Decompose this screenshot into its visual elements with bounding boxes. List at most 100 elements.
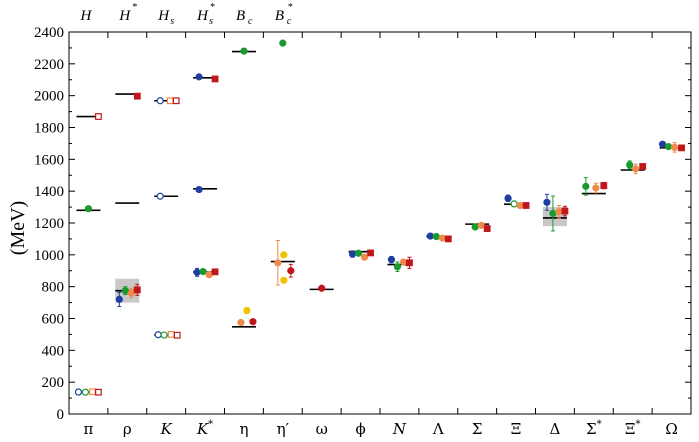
data-point-circle: [280, 276, 288, 284]
data-point-circle: [626, 161, 634, 169]
data-point-circle: [156, 97, 164, 105]
y-axis-label: (MeV): [7, 201, 29, 255]
x-category-label: η′: [277, 420, 290, 438]
x-category-label: ρ: [123, 420, 132, 438]
data-point-square: [95, 388, 102, 396]
x-category-label-main: Ω: [665, 420, 677, 438]
data-point-circle: [510, 200, 518, 208]
data-point-circle: [664, 143, 673, 151]
data-point-circle: [543, 198, 551, 206]
x-category-label: Ω: [665, 420, 677, 438]
data-point-circle: [592, 184, 600, 192]
data-point-circle: [74, 388, 83, 396]
data-point-square: [483, 225, 491, 232]
x-category-label-main: η′: [277, 420, 290, 438]
data-point-square: [600, 182, 608, 189]
top-label-sup: *: [210, 2, 215, 13]
data-point-square: [173, 331, 181, 339]
x-category-label: η: [239, 420, 248, 438]
data-point-circle: [160, 331, 168, 339]
top-label: H: [118, 8, 131, 24]
x-category-label-sup: *: [597, 419, 602, 430]
data-point-circle: [399, 258, 408, 266]
data-point-circle: [632, 165, 640, 173]
data-point-circle: [121, 287, 129, 295]
data-point-circle: [658, 140, 667, 148]
x-category-label: Ξ: [511, 420, 522, 438]
top-label: B: [236, 8, 245, 24]
x-category-label-main: Ξ: [625, 420, 636, 438]
top-label-sub: s: [170, 16, 174, 27]
data-point-square: [522, 202, 530, 209]
data-point-circle: [205, 271, 213, 279]
x-category-label-main: Σ: [586, 420, 597, 438]
data-point-square: [444, 235, 452, 243]
x-category-label: Δ: [550, 420, 561, 438]
data-point-circle: [156, 192, 164, 200]
y-tick-label: 2000: [34, 89, 64, 105]
data-point-square: [406, 259, 413, 267]
x-category-label-main: ω: [316, 420, 328, 438]
x-category-label: N: [392, 420, 407, 438]
data-point-circle: [81, 388, 90, 396]
data-point-circle: [240, 47, 248, 55]
data-point-circle: [360, 253, 369, 261]
data-point-circle: [195, 73, 203, 81]
data-point-circle: [287, 267, 295, 275]
category-dividers: [107, 32, 653, 414]
data-point-circle: [274, 259, 282, 267]
data-point-circle: [393, 263, 402, 271]
x-category-label-main: Λ: [432, 420, 444, 438]
y-tick-label: 2400: [34, 25, 64, 41]
data-point-square: [167, 331, 175, 338]
data-point-circle: [195, 185, 203, 194]
y-tick-label: 800: [42, 280, 65, 296]
data-point-circle: [387, 256, 396, 264]
y-axis-ticks: 0 200 400 600 800 1000 1200 1400 1600 1800 2000 220…: [34, 25, 691, 423]
y-tick-label: 400: [42, 343, 65, 359]
top-label-sub: c: [248, 16, 253, 27]
y-tick-label: 1000: [34, 248, 64, 264]
x-category-label-main: ρ: [123, 420, 132, 438]
x-category-label-sup: *: [635, 419, 640, 430]
y-tick-label: 1400: [34, 184, 64, 200]
data-point-circle: [243, 306, 251, 315]
data-point-circle: [237, 318, 245, 327]
data-point-circle: [477, 221, 485, 229]
x-category-label: K: [160, 420, 173, 438]
data-point-circle: [279, 39, 287, 47]
x-category-label-main: K: [196, 420, 209, 438]
data-point-square: [133, 92, 141, 100]
top-label-sub: c: [287, 16, 292, 27]
data-point-square: [89, 388, 96, 396]
x-category-label: Σ: [472, 420, 483, 438]
x-category-label: Ξ*: [625, 419, 641, 438]
data-point-circle: [127, 289, 135, 297]
x-category-label-main: ϕ: [355, 420, 365, 438]
data-point-square: [211, 268, 219, 276]
data-point-square: [95, 113, 102, 120]
top-label: H: [79, 8, 92, 24]
top-label: H: [196, 8, 209, 24]
y-tick-label: 2200: [34, 57, 64, 73]
data-point-square: [166, 97, 174, 105]
x-category-label: K*: [196, 419, 213, 438]
x-category-label-main: N: [392, 420, 407, 438]
data-point-circle: [555, 208, 563, 216]
data-point-square: [639, 163, 647, 170]
x-category-label-main: Ξ: [511, 420, 522, 438]
data-point-square: [367, 249, 374, 257]
x-category-label: Σ*: [586, 419, 602, 438]
width-bands: [115, 207, 567, 303]
y-tick-label: 600: [42, 312, 65, 328]
x-category-label: Λ: [432, 420, 444, 438]
plot-frame: [68, 31, 692, 415]
data-point-circle: [199, 267, 207, 276]
y-tick-label: 200: [42, 375, 65, 391]
data-point-circle: [115, 295, 123, 303]
y-tick-label: 1600: [34, 152, 64, 168]
x-category-label-sup: *: [208, 419, 213, 430]
data-point-circle: [280, 251, 288, 259]
data-point-circle: [670, 143, 679, 151]
